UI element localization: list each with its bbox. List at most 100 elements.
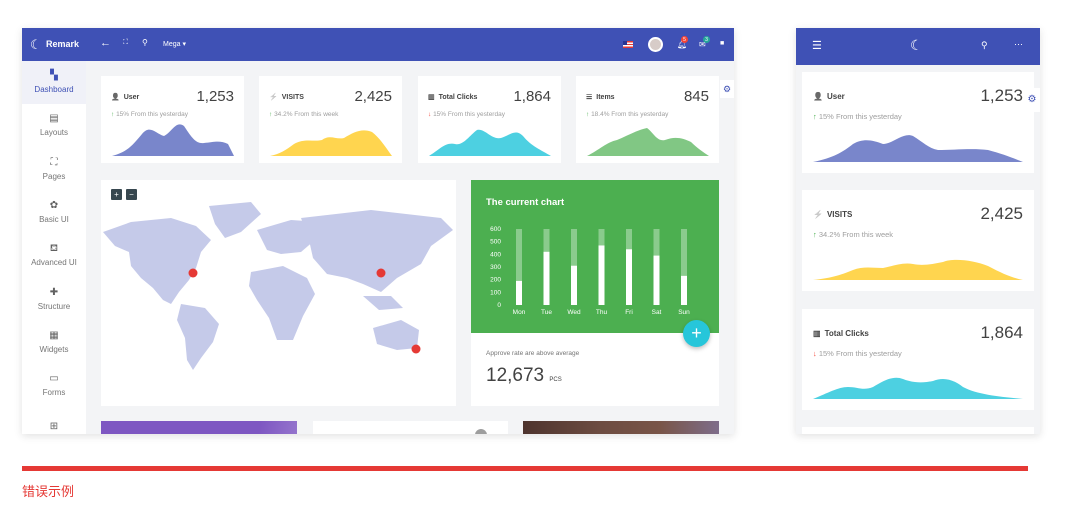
sidebar: ▚ Dashboard ▤ Layouts ⛶ Pages ✿ Basic UI ⛾ Advanc… xyxy=(22,61,86,434)
stat-icon: 👤 xyxy=(813,92,823,101)
stat-subtitle: ↑ 15% From this yesterday xyxy=(813,112,902,121)
mobile-stat-card-user: 👤 User 1,253 ↑ 15% From this yesterday xyxy=(802,72,1034,173)
map-zoom-in-button[interactable]: + xyxy=(111,189,122,200)
approve-caption: Approve rate are above average xyxy=(486,350,580,357)
hamburger-menu-icon[interactable]: ☰ xyxy=(812,40,822,52)
search-icon[interactable]: ⚲ xyxy=(142,38,148,47)
world-map-card: + − xyxy=(101,180,456,406)
bar-chart: 600 500 400 300 200 100 0 Mon Tue Wed Thu Fri Sat Sun xyxy=(490,226,690,316)
sidebar-item-dashboard[interactable]: ▚ Dashboard xyxy=(22,61,86,105)
pages-icon: ⛶ xyxy=(50,156,58,168)
sidebar-item-pages[interactable]: ⛶ Pages xyxy=(22,148,86,191)
fullscreen-icon[interactable]: ⛶ xyxy=(123,39,128,46)
stat-title: ⚡ VISITS xyxy=(269,93,304,102)
dashboard-icon: ▚ xyxy=(50,70,58,82)
stat-value: 2,425 xyxy=(980,204,1023,223)
flash-icon: ⚡ xyxy=(269,94,278,101)
stat-subtitle-text: 15% From this yesterday xyxy=(818,112,902,121)
africa xyxy=(249,266,315,340)
x-tick-label: Sun xyxy=(678,309,690,316)
bar-thu xyxy=(598,245,605,305)
bar-chart-icon: ▥ xyxy=(428,94,435,101)
trend-up-icon: ↑ xyxy=(269,111,273,118)
user-icon: 👤 xyxy=(111,94,120,101)
layouts-icon: ▤ xyxy=(49,113,59,125)
stat-subtitle-text: 15% From this yesterday xyxy=(116,111,188,118)
add-fab-button[interactable]: + xyxy=(683,320,710,347)
stat-card-total-clicks: ▥ Total Clicks 1,864 ↓ 15% From this yest… xyxy=(418,76,561,163)
stat-subtitle-text: 15% From this yesterday xyxy=(433,111,505,118)
stat-title-text: VISITS xyxy=(826,210,853,219)
sidebar-item-advanced-ui[interactable]: ⛾ Advanced UI xyxy=(22,234,86,277)
profile-avatar xyxy=(475,429,487,434)
sidebar-item-structure[interactable]: ✚ Structure xyxy=(22,277,86,320)
stat-value: 1,864 xyxy=(513,88,551,105)
stat-subtitle: ↑ 34.2% From this week xyxy=(813,230,893,239)
y-tick-label: 400 xyxy=(490,251,501,258)
australia xyxy=(373,320,419,350)
sidebar-item-basic-ui[interactable]: ✿ Basic UI xyxy=(22,191,86,234)
map-zoom-out-button[interactable]: − xyxy=(126,189,137,200)
sidebar-item-widgets[interactable]: ▦ Widgets xyxy=(22,321,86,364)
mobile-stat-card-total-clicks: ▥ Total Clicks 1,864 ↓ 15% From this yest… xyxy=(802,309,1034,410)
south-america xyxy=(177,304,219,370)
sidebar-item-label: Pages xyxy=(42,171,66,181)
current-chart-panel: The current chart 600 500 400 300 200 100 0 Mon… xyxy=(471,180,719,333)
mail-icon[interactable]: ✉ xyxy=(699,40,706,49)
bar-tue xyxy=(543,251,550,305)
stat-value: 1,253 xyxy=(980,86,1023,105)
stat-subtitle: ↓ 15% From this yesterday xyxy=(813,349,902,358)
trend-down-icon: ↓ xyxy=(813,349,817,358)
chart-title: The current chart xyxy=(486,197,565,208)
flag-icon[interactable] xyxy=(623,41,633,48)
profile-card xyxy=(313,421,508,434)
stat-card-items: ☰ Items 845 ↑ 18.4% From this yesterday xyxy=(576,76,719,163)
back-arrow-icon[interactable]: ← xyxy=(100,37,111,49)
y-tick-label: 600 xyxy=(490,226,501,233)
top-navbar: ☾ Remark ← ⛶ ⚲ Mega ▾ 🔔︎ 5 ✉ 3 ■ xyxy=(22,28,734,61)
logo-icon: ☾ xyxy=(30,37,42,52)
sidebar-item-label: Basic UI xyxy=(39,215,69,225)
y-tick-label: 0 xyxy=(497,302,501,309)
mobile-preview: ☰ ☾ ⚲ ⋯ 👤 User 1,253 ↑ 15% From this yest… xyxy=(796,28,1040,434)
north-america xyxy=(103,218,211,304)
stat-title-text: VISITS xyxy=(281,93,304,101)
stat-value: 1,253 xyxy=(196,88,234,105)
list-icon: ☰ xyxy=(586,94,593,101)
current-chart-card: The current chart 600 500 400 300 200 100 0 Mon… xyxy=(471,180,719,406)
world-map[interactable] xyxy=(101,200,456,380)
sparkline-area xyxy=(587,128,709,156)
bar-wed xyxy=(571,265,577,305)
sparkline-area xyxy=(112,124,234,156)
chat-icon[interactable]: ■ xyxy=(720,40,725,47)
purple-banner-card xyxy=(101,421,297,434)
sidebar-item-tables[interactable]: ⊞ xyxy=(22,407,86,434)
more-icon[interactable]: ⋯ xyxy=(1014,39,1023,49)
trend-up-icon: ↑ xyxy=(586,111,590,118)
settings-gear-button[interactable]: ⚙ xyxy=(720,80,734,98)
x-tick-label: Thu xyxy=(596,309,608,316)
stat-title: ▥ Total Clicks xyxy=(813,329,869,338)
footer-caption: 错误示例 xyxy=(22,485,75,500)
avatar[interactable] xyxy=(648,37,663,52)
stat-icon: ▥ xyxy=(813,329,821,338)
stat-subtitle-text: 18.4% From this yesterday xyxy=(591,111,669,118)
sparkline-area xyxy=(429,129,551,156)
divider-line xyxy=(22,466,1028,471)
settings-gear-button[interactable]: ⚙ xyxy=(1024,88,1040,112)
sidebar-item-forms[interactable]: ▭ Forms xyxy=(22,364,86,407)
search-icon[interactable]: ⚲ xyxy=(981,40,988,50)
notification-icon[interactable]: 🔔︎ xyxy=(677,40,688,49)
mega-label: Mega xyxy=(163,41,181,48)
puzzle-icon: ✚ xyxy=(49,286,59,298)
x-tick-label: Fri xyxy=(625,309,633,316)
desktop-preview: ☾ Remark ← ⛶ ⚲ Mega ▾ 🔔︎ 5 ✉ 3 ■ ▚ Dashbo… xyxy=(22,28,734,434)
map-marker-australia xyxy=(411,344,421,354)
sidebar-item-label: Dashboard xyxy=(34,85,74,95)
sidebar-item-layouts[interactable]: ▤ Layouts xyxy=(22,104,86,147)
sidebar-item-label: Widgets xyxy=(39,344,69,354)
total-unit: PCS xyxy=(549,377,562,383)
mega-menu[interactable]: Mega ▾ xyxy=(163,41,186,48)
sparkline-area xyxy=(270,130,392,156)
bar-sun xyxy=(681,275,687,305)
